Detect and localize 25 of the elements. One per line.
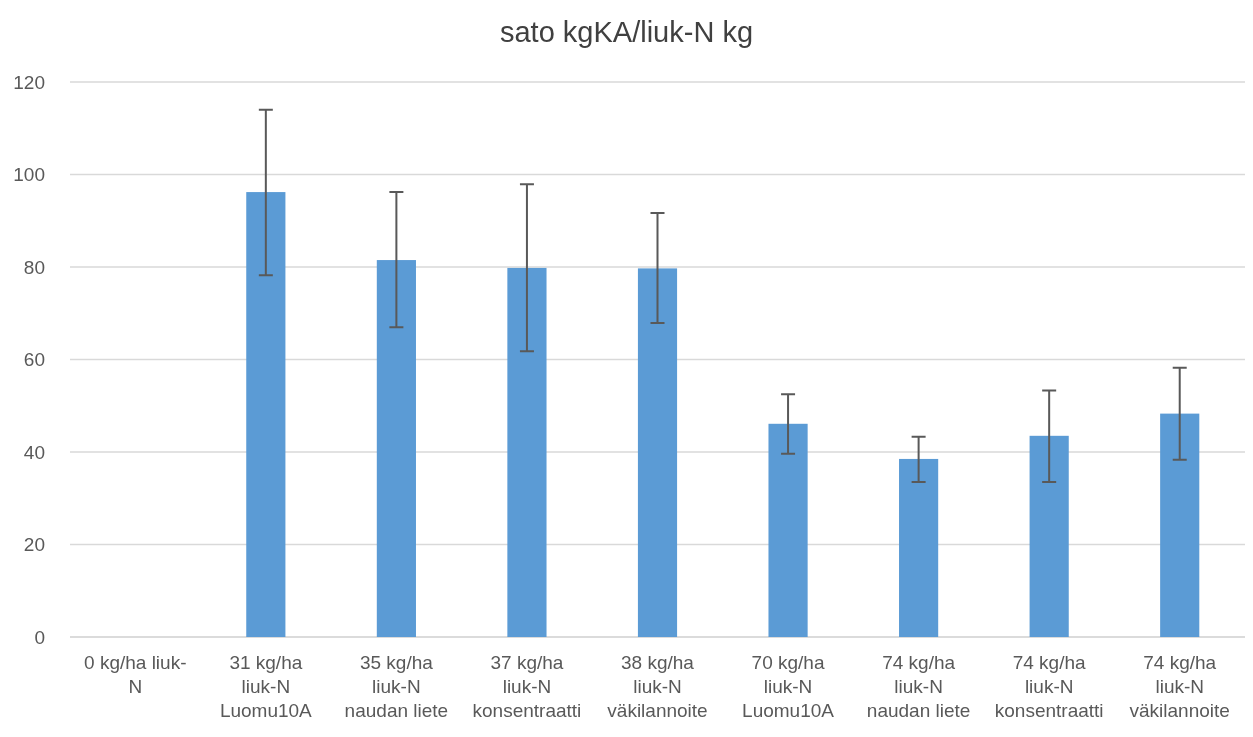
x-tick-label: 35 kg/ha liuk-N naudan liete bbox=[344, 652, 449, 721]
bar bbox=[1029, 435, 1069, 637]
bar bbox=[637, 268, 678, 637]
y-tick-label: 120 bbox=[13, 71, 45, 93]
y-tick-label: 40 bbox=[23, 441, 45, 463]
x-tick-label: 74 kg/ha liuk-N väkilannoite bbox=[1129, 652, 1230, 721]
x-tick-label: 70 kg/ha liuk-N Luomu10A bbox=[742, 652, 835, 721]
y-tick-label: 20 bbox=[23, 534, 45, 556]
y-tick-label: 60 bbox=[23, 349, 45, 371]
y-tick-label: 100 bbox=[13, 164, 45, 186]
x-tick-label: 31 kg/ha liuk-N Luomu10A bbox=[219, 652, 313, 721]
bar bbox=[376, 260, 416, 637]
bar bbox=[768, 423, 808, 637]
x-tick-label: 74 kg/ha liuk-N konsentraatti bbox=[994, 652, 1104, 721]
bar bbox=[1160, 413, 1200, 637]
x-tick-label: 38 kg/ha liuk-N väkilannoite bbox=[607, 652, 708, 721]
chart-title: sato kgKA/liuk-N kg bbox=[499, 16, 754, 48]
y-tick-label: 0 bbox=[34, 626, 45, 648]
x-tick-label: 0 kg/ha liuk- N bbox=[84, 652, 187, 697]
bar bbox=[899, 458, 939, 637]
x-tick-label: 37 kg/ha liuk-N konsentraatti bbox=[472, 652, 582, 721]
y-tick-label: 80 bbox=[23, 256, 45, 278]
x-tick-label: 74 kg/ha liuk-N naudan liete bbox=[866, 652, 971, 721]
bar bbox=[507, 267, 547, 637]
bar bbox=[246, 192, 286, 637]
